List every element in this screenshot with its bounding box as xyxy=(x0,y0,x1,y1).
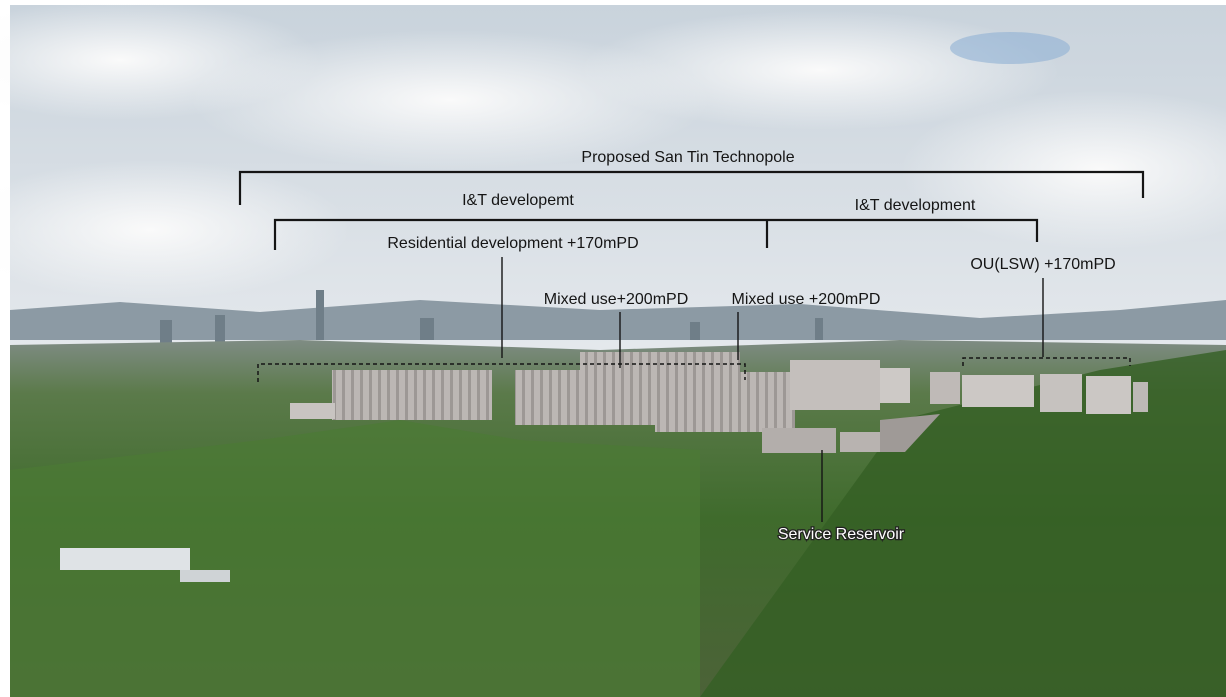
annotations: Proposed San Tin Technopole I&T develope… xyxy=(238,149,1145,544)
leader-lines xyxy=(501,257,1044,522)
massing-models xyxy=(290,352,1148,453)
label: Mixed use+200mPD xyxy=(544,291,689,308)
extent-lines xyxy=(257,357,1131,382)
label: I&T development xyxy=(855,197,976,214)
label: Proposed San Tin Technopole xyxy=(581,149,794,166)
label: Mixed use +200mPD xyxy=(732,291,881,308)
label: Residential development +170mPD xyxy=(387,235,638,252)
label: Service Reservoir xyxy=(778,526,905,543)
it-bracket xyxy=(273,218,1039,250)
label: I&T developemt xyxy=(462,192,574,209)
technopole-bracket xyxy=(238,170,1145,205)
label: OU(LSW) +170mPD xyxy=(970,256,1115,273)
